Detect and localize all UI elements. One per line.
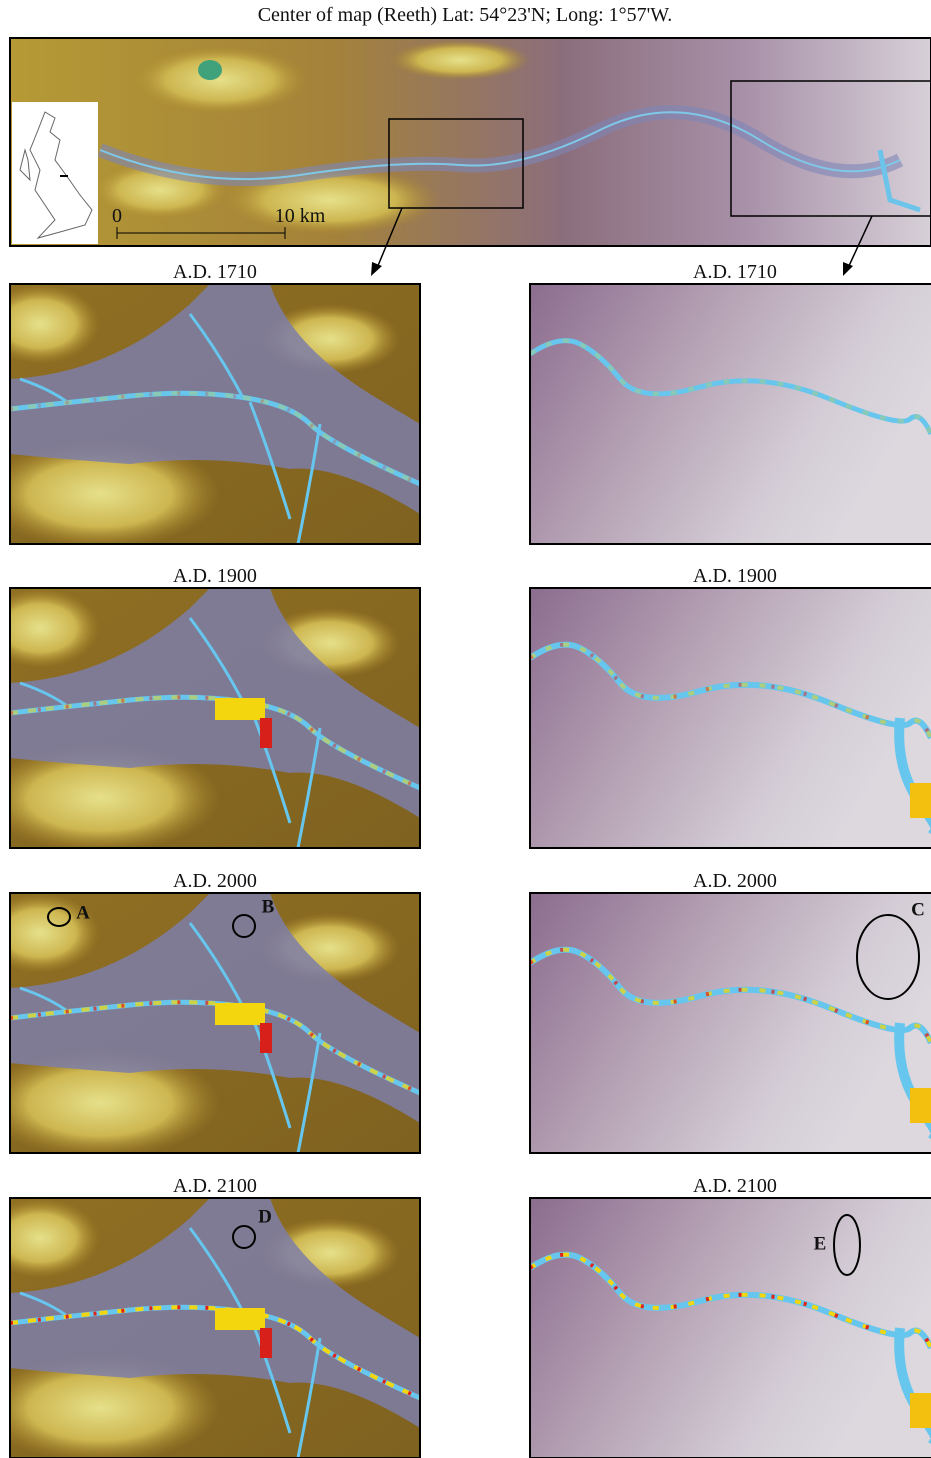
annotation-letter: B (262, 896, 275, 917)
map-content (0, 284, 420, 549)
flood-risk (215, 1003, 265, 1025)
flood-risk (215, 698, 265, 720)
flood-risk (910, 1088, 931, 1123)
annotation-letter: A (76, 902, 90, 923)
scale-label: 0 (112, 205, 122, 227)
map-content (0, 1198, 420, 1458)
panel-label: A.D. 2100 (173, 1175, 257, 1197)
flood-risk (910, 1393, 931, 1428)
map-panel (0, 588, 420, 853)
map-panel (530, 588, 931, 848)
flood-risk (260, 1023, 272, 1053)
panel-label: A.D. 2000 (693, 870, 777, 892)
annotation-letter: D (258, 1206, 272, 1227)
panel-label: A.D. 1710 (173, 261, 257, 283)
overview-map: 0 10 km (10, 38, 931, 276)
map-content (0, 588, 420, 853)
map-content (0, 893, 420, 1158)
panel-label: A.D. 1900 (693, 565, 777, 587)
scale-label: 10 km (275, 205, 326, 227)
map-panel (530, 893, 931, 1153)
panel-label: A.D. 1900 (173, 565, 257, 587)
panel-label: A.D. 2100 (693, 1175, 777, 1197)
annotation-letter: E (814, 1233, 827, 1254)
annotation-letter: C (911, 899, 925, 920)
figure: Center of map (Reeth) Lat: 54°23'N; Long… (0, 0, 931, 1458)
map-content (530, 1198, 931, 1458)
figure-title: Center of map (Reeth) Lat: 54°23'N; Long… (258, 4, 673, 26)
map-panel (0, 284, 420, 549)
map-content (530, 893, 931, 1153)
map-panel (0, 1198, 420, 1458)
flood-risk (260, 1328, 272, 1358)
map-panel (530, 1198, 931, 1458)
panel-label: A.D. 2000 (173, 870, 257, 892)
flood-risk (215, 1308, 265, 1330)
map-content (530, 588, 931, 848)
flood-risk (910, 783, 931, 818)
map-panel (530, 284, 931, 544)
map-panel (0, 893, 420, 1158)
panel-label: A.D. 1710 (693, 261, 777, 283)
flood-risk (260, 718, 272, 748)
map-content (530, 284, 931, 544)
